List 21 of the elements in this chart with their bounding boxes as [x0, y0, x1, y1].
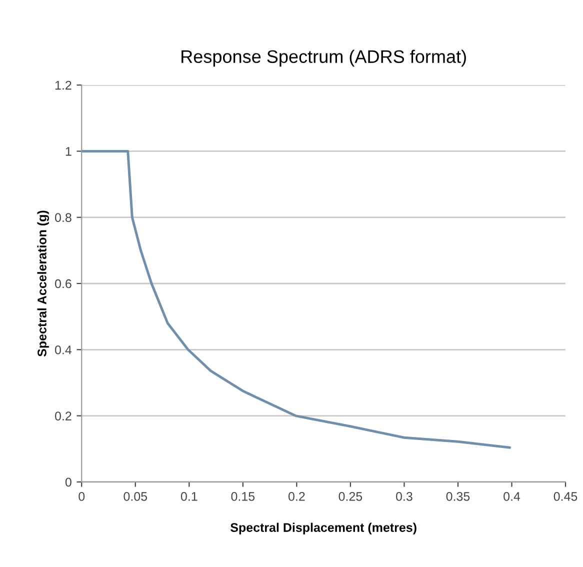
x-tick-label: 0.3 — [396, 492, 412, 501]
x-tick-label: 0.2 — [288, 492, 305, 501]
x-tick-label: 0 — [78, 492, 85, 501]
chart-title: Response Spectrum (ADRS format) — [182, 50, 466, 67]
y-tick-label: 0.4 — [55, 345, 72, 354]
line-series — [82, 150, 511, 449]
x-tick-label: 0.45 — [554, 492, 578, 501]
y-tick-label: 1.2 — [55, 80, 72, 90]
y-tick-label: 0.2 — [55, 412, 72, 420]
y-tick-label: 0.8 — [55, 213, 72, 222]
y-tick-label: 0.6 — [55, 279, 72, 288]
x-axis-title: Spectral Displacement (metres) — [230, 522, 416, 534]
x-tick-label: 0.4 — [504, 492, 520, 501]
x-tick-label: 0.1 — [180, 492, 198, 501]
x-tick-label: 0.25 — [338, 492, 362, 501]
y-tick-label: 1 — [66, 147, 72, 156]
x-tick-label: 0.05 — [124, 492, 148, 501]
x-tick-label: 0.35 — [446, 492, 470, 501]
y-axis-title: Spectral Acceleration (g) — [37, 210, 49, 357]
x-tick-label: 0.15 — [231, 492, 255, 501]
y-tick-label: 0 — [65, 478, 72, 487]
